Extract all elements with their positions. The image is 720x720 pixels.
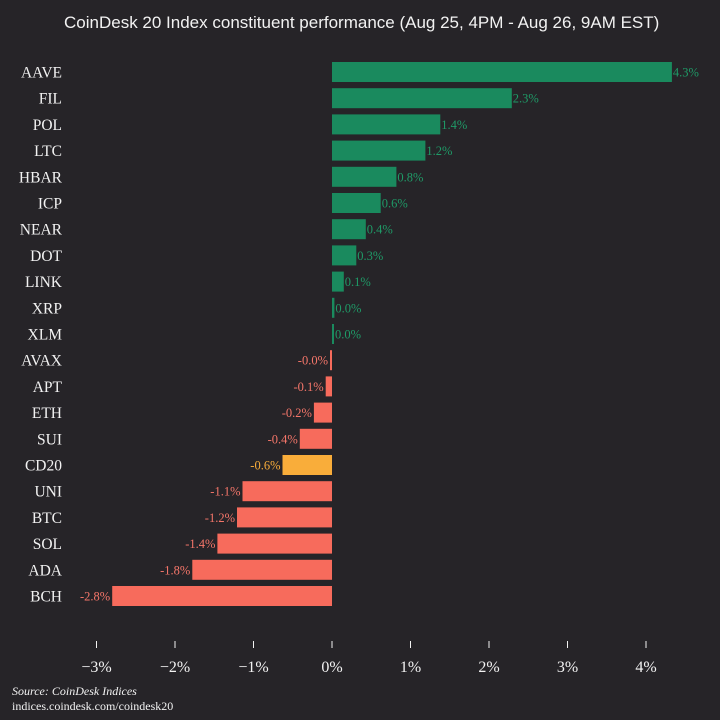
- category-label-cd20: CD20: [25, 458, 62, 475]
- category-label-dot: DOT: [30, 248, 62, 265]
- category-label-hbar: HBAR: [19, 169, 63, 186]
- bar-uni: [242, 481, 332, 502]
- category-label-sol: SOL: [33, 536, 62, 553]
- x-tick-label: 4%: [635, 659, 656, 676]
- bar-near: [332, 219, 366, 240]
- value-label-aave: 4.3%: [673, 66, 699, 80]
- x-tick-label: −3%: [81, 659, 111, 676]
- value-label-pol: 1.4%: [441, 118, 467, 132]
- x-tick-label: 0%: [321, 659, 342, 676]
- bar-aave: [332, 62, 672, 82]
- category-label-icp: ICP: [38, 196, 62, 213]
- bar-btc: [237, 507, 332, 528]
- bar-xlm: [332, 324, 334, 344]
- x-axis-ticks: −3% −2% −1% 0% 1% 2% 3% 4%: [81, 641, 657, 676]
- category-label-near: NEAR: [20, 222, 63, 239]
- chart-title: CoinDesk 20 Index constituent performanc…: [64, 13, 659, 32]
- x-tick-label: −1%: [238, 659, 268, 676]
- category-label-sui: SUI: [37, 431, 62, 448]
- value-label-ltc: 1.2%: [426, 144, 452, 158]
- value-label-ada: -1.8%: [160, 563, 190, 577]
- value-label-btc: -1.2%: [205, 511, 235, 525]
- category-label-ltc: LTC: [34, 143, 62, 160]
- value-label-apt: -0.1%: [293, 380, 323, 394]
- category-labels: AAVE FIL POL LTC HBAR ICP NEAR DOT LINK XRP XLM AVA…: [19, 65, 63, 606]
- category-label-btc: BTC: [32, 510, 62, 527]
- bar-avax: [330, 350, 332, 371]
- bars-layer: [112, 62, 672, 606]
- value-label-near: 0.4%: [367, 223, 393, 237]
- value-label-eth: -0.2%: [282, 406, 312, 420]
- bar-dot: [332, 245, 357, 266]
- x-tick-label: 3%: [557, 659, 578, 676]
- value-label-icp: 0.6%: [382, 197, 408, 211]
- category-label-xlm: XLM: [28, 327, 63, 344]
- value-label-sui: -0.4%: [268, 432, 298, 446]
- bar-hbar: [332, 166, 397, 187]
- bar-link: [332, 271, 344, 292]
- value-label-hbar: 0.8%: [397, 170, 423, 184]
- value-label-uni: -1.1%: [210, 485, 240, 499]
- value-label-avax: -0.0%: [298, 354, 328, 368]
- bar-ltc: [332, 140, 426, 161]
- bar-eth: [313, 402, 332, 423]
- category-label-avax: AVAX: [21, 353, 62, 370]
- bar-xrp: [332, 297, 335, 318]
- value-labels: 4.3% 2.3% 1.4% 1.2%0.8% 0.6% 0.4% 0.3% 0.1% 0.0%…: [80, 66, 699, 604]
- value-label-fil: 2.3%: [513, 92, 539, 106]
- value-label-cd20: -0.6%: [250, 459, 280, 473]
- bar-sol: [217, 533, 332, 554]
- value-label-link: 0.1%: [345, 275, 371, 289]
- category-label-bch: BCH: [30, 589, 62, 606]
- category-label-eth: ETH: [32, 405, 62, 422]
- category-label-ada: ADA: [28, 562, 62, 579]
- value-label-dot: 0.3%: [357, 249, 383, 263]
- bar-bch: [112, 586, 332, 606]
- value-label-xlm: 0.0%: [335, 328, 361, 342]
- category-label-xrp: XRP: [32, 300, 62, 317]
- x-tick-label: 2%: [478, 659, 499, 676]
- category-label-uni: UNI: [34, 484, 62, 501]
- category-label-apt: APT: [33, 379, 63, 396]
- bar-apt: [325, 376, 332, 397]
- category-label-fil: FIL: [39, 91, 62, 108]
- x-tick-label: 1%: [400, 659, 421, 676]
- category-label-link: LINK: [25, 274, 63, 291]
- source-url: indices.coindesk.com/coindesk20: [12, 699, 173, 713]
- bar-sui: [299, 428, 332, 449]
- value-label-xrp: 0.0%: [335, 301, 361, 315]
- bar-fil: [332, 88, 512, 109]
- source-note: Source: CoinDesk Indices: [12, 684, 137, 698]
- bar-ada: [192, 559, 332, 580]
- bar-icp: [332, 193, 381, 213]
- category-label-aave: AAVE: [21, 65, 62, 82]
- bar-cd20: [282, 455, 332, 475]
- value-label-bch: -2.8%: [80, 590, 110, 604]
- value-label-sol: -1.4%: [185, 537, 215, 551]
- x-tick-label: −2%: [160, 659, 190, 676]
- bar-pol: [332, 114, 441, 135]
- category-label-pol: POL: [33, 117, 62, 134]
